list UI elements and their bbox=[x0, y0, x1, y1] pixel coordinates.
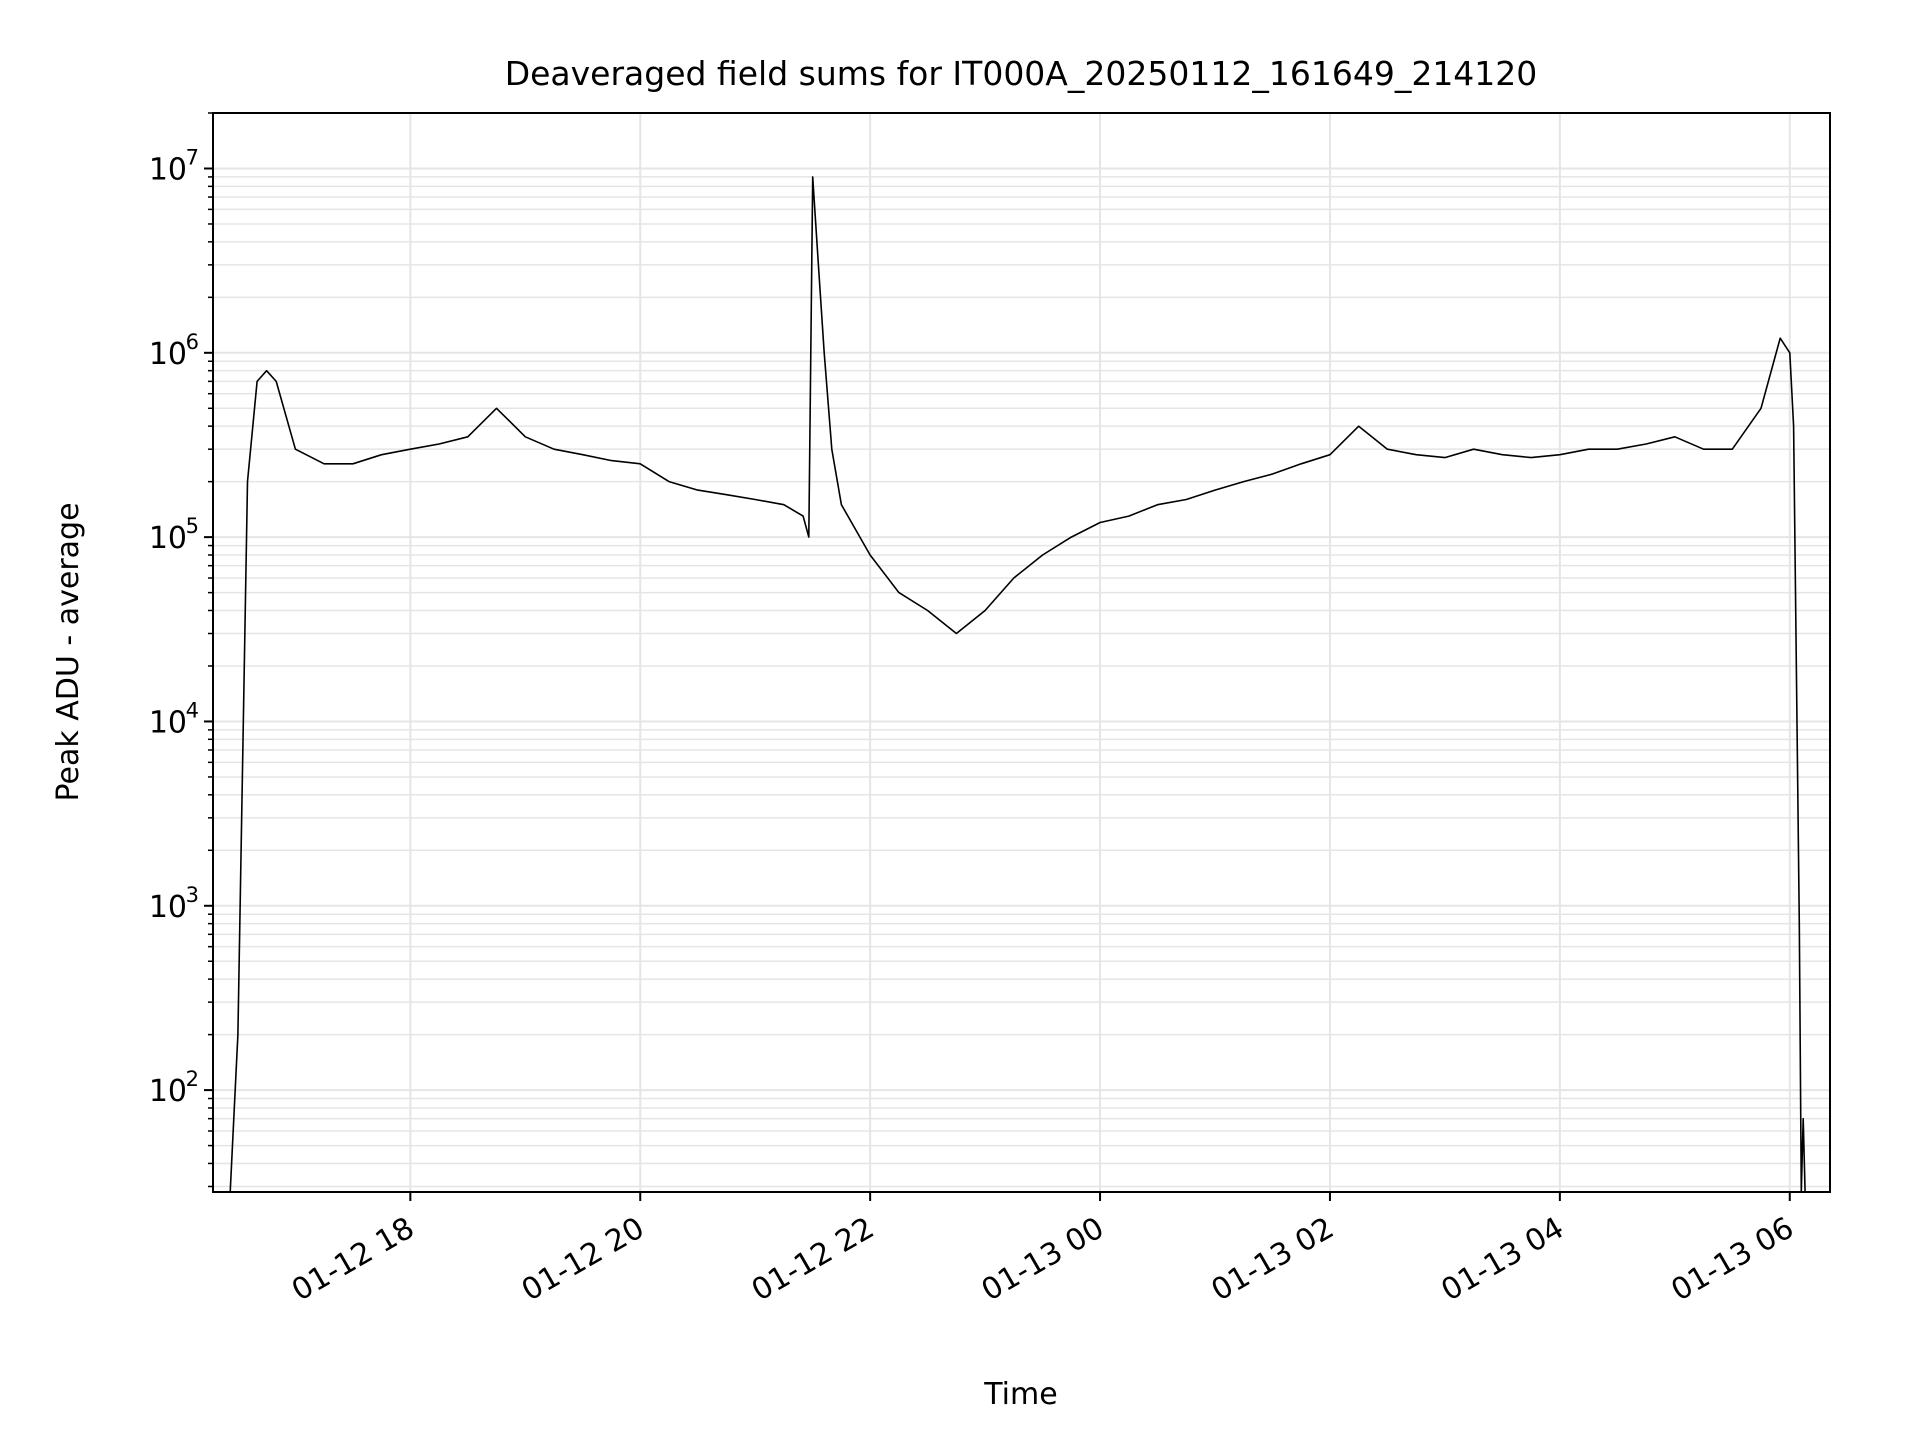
y-tick-label: 10 bbox=[149, 521, 187, 556]
data-layer bbox=[229, 176, 1806, 1193]
grid-layer bbox=[213, 112, 1830, 1192]
y-tick-label-exponent: 2 bbox=[186, 1067, 199, 1091]
x-axis-label: Time bbox=[983, 1377, 1057, 1412]
y-tick-label-exponent: 3 bbox=[186, 883, 199, 907]
y-tick-label: 10 bbox=[149, 1074, 187, 1109]
y-tick-label: 10 bbox=[149, 705, 187, 740]
y-tick-label-base: 10 bbox=[149, 705, 187, 740]
data-series-line bbox=[229, 176, 1806, 1193]
y-tick-label-base: 10 bbox=[149, 337, 187, 372]
y-tick-label-base: 10 bbox=[149, 152, 187, 187]
y-axis-label: Peak ADU - average bbox=[51, 502, 86, 801]
y-tick-label-exponent: 6 bbox=[186, 330, 199, 354]
chart-title: Deaveraged field sums for IT000A_2025011… bbox=[505, 54, 1538, 93]
plot-frame bbox=[212, 112, 1831, 1193]
y-tick-label-exponent: 5 bbox=[186, 514, 199, 538]
y-tick-label-base: 10 bbox=[149, 890, 187, 925]
y-tick-label: 10 bbox=[149, 337, 187, 372]
y-tick-label-base: 10 bbox=[149, 521, 187, 556]
y-tick-label: 10 bbox=[149, 890, 187, 925]
y-tick-label-exponent: 4 bbox=[186, 698, 199, 722]
y-tick-label: 10 bbox=[149, 152, 187, 187]
y-tick-label-base: 10 bbox=[149, 1074, 187, 1109]
y-tick-label-exponent: 7 bbox=[186, 145, 199, 169]
